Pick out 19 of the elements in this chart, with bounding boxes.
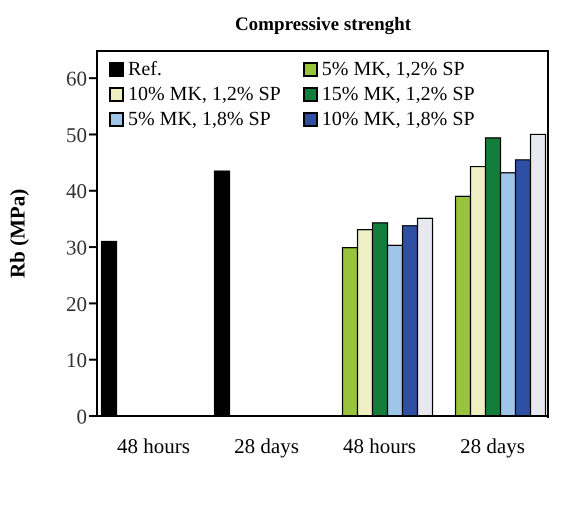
legend-label: 5% MK, 1,8% SP [128,108,271,131]
x-tick-label: 48 hours [117,434,190,458]
y-tick-label: 40 [66,179,87,204]
legend-label: 15% MK, 1,2% SP [322,83,475,106]
y-axis-title: Rb (MPa) [5,188,30,278]
y-tick-label: 10 [66,348,87,372]
legend-label: 10% MK, 1,2% SP [128,83,281,106]
x-tick-label: 28 days [460,434,525,458]
x-tick-label: 28 days [234,434,299,458]
legend-label: 5% MK, 1,2% SP [322,58,465,81]
y-tick-label: 30 [66,236,87,260]
chart-title: Compressive strenght [234,14,412,36]
x-tick-label: 48 hours [343,434,416,458]
y-tick-label: 0 [76,404,87,428]
legend-label: Ref. [128,58,162,81]
y-tick-label: 50 [66,122,87,147]
y-tick-label: 20 [66,292,87,316]
y-tick-label: 60 [66,66,87,91]
legend-label: 10% MK, 1,8% SP [322,108,475,131]
